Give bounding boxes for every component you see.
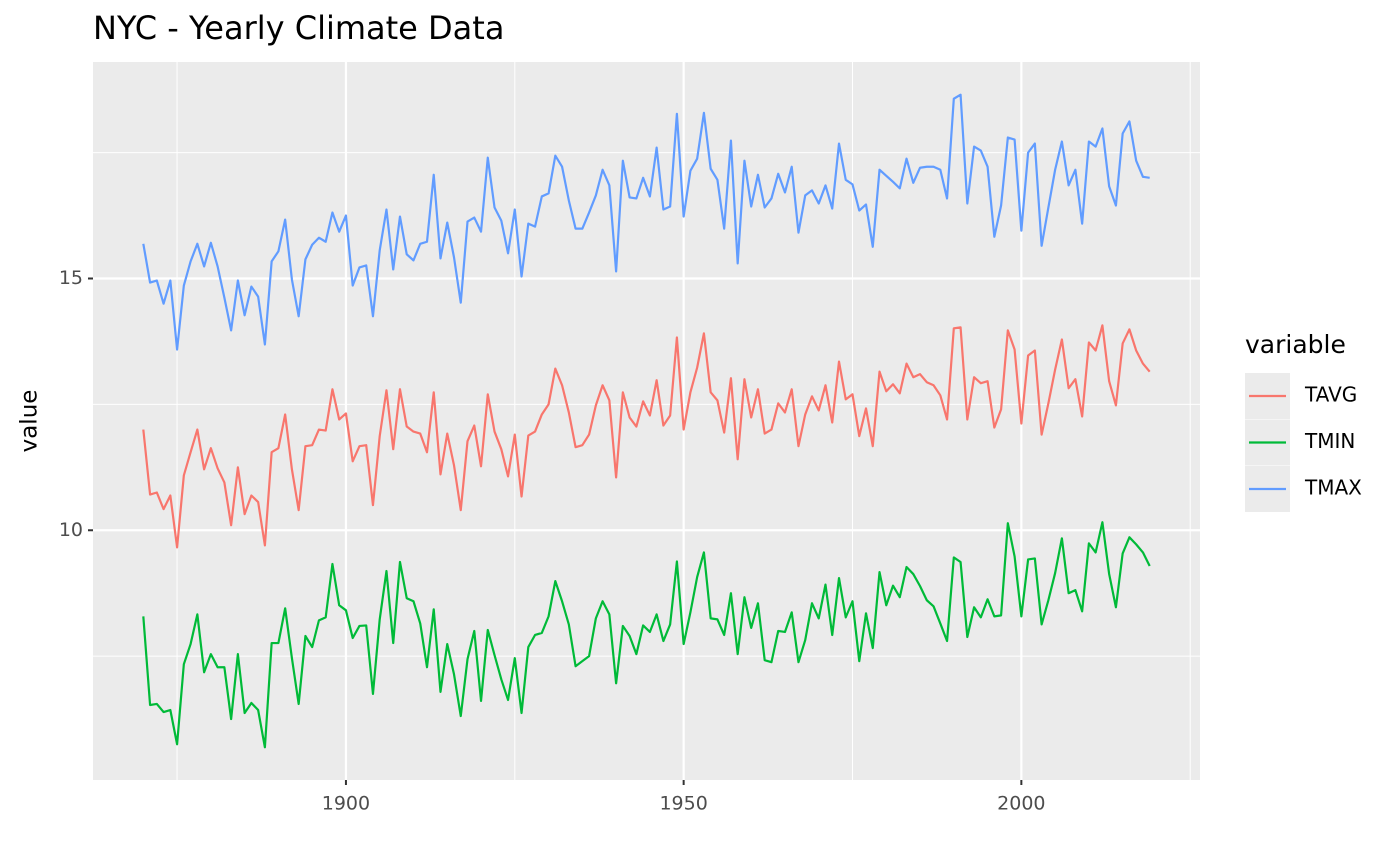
- plot-panel: [93, 62, 1200, 780]
- y-tick-label: 15: [59, 267, 83, 289]
- x-tick-label: 1900: [322, 793, 370, 815]
- legend-label: TMIN: [1304, 429, 1355, 453]
- y-axis-label: value: [17, 390, 43, 453]
- legend-label: TAVG: [1304, 383, 1357, 407]
- series-line: [142, 521, 1151, 749]
- y-tick-label: 10: [59, 519, 83, 541]
- series-line: [142, 93, 1150, 351]
- legend-title: variable: [1245, 330, 1346, 359]
- series-line: [142, 324, 1151, 549]
- chart-title: NYC - Yearly Climate Data: [93, 9, 504, 47]
- x-tick-label: 1950: [659, 793, 707, 815]
- legend-label: TMAX: [1304, 476, 1362, 500]
- x-tick-label: 2000: [997, 793, 1045, 815]
